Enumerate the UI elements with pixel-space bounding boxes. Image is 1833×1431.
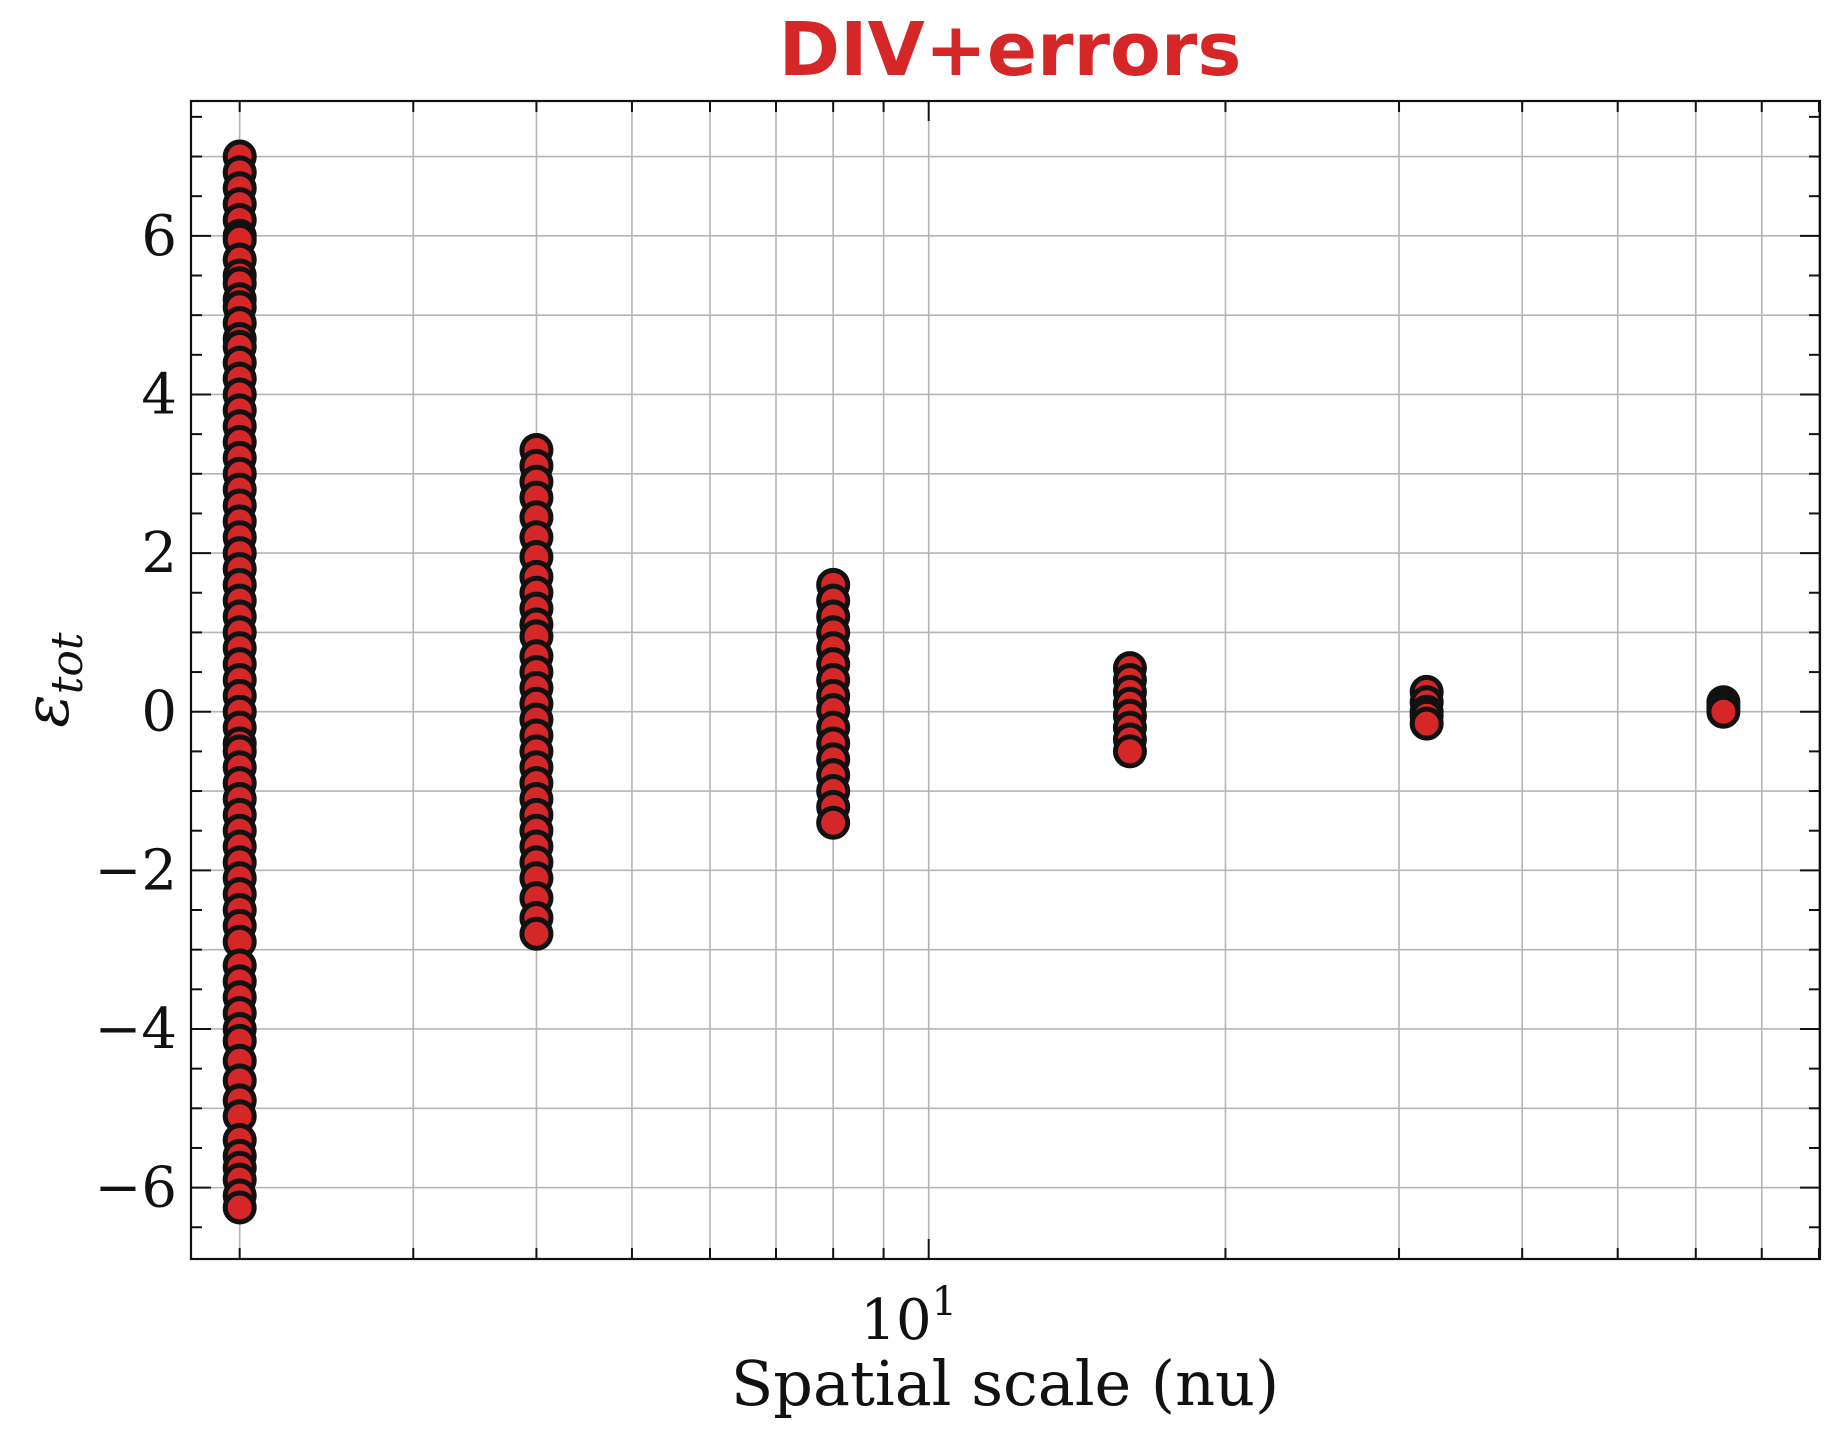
- y-tick-label: −4: [94, 997, 177, 1062]
- y-axis-label: εtot: [10, 632, 93, 727]
- axis-ticks: [191, 101, 1820, 1259]
- scatter-point: [1112, 734, 1147, 769]
- chart-title: DIV+errors: [779, 7, 1242, 93]
- y-tick-label: −2: [94, 838, 177, 903]
- scatter-point: [519, 916, 554, 951]
- x-tick-label-exponent: 1: [932, 1279, 957, 1325]
- y-axis-label-subscript: tot: [42, 632, 93, 694]
- x-tick-label: 101: [860, 1279, 957, 1353]
- scatter-point: [1409, 706, 1444, 741]
- plot-frame: [189, 99, 1822, 1261]
- x-tick-labels: 101: [860, 1279, 957, 1353]
- x-axis-label: Spatial scale (nu): [731, 1347, 1279, 1420]
- y-tick-labels: −6 −4 −2 0 2 4 6: [94, 204, 177, 1221]
- y-tick-label: 6: [141, 204, 177, 269]
- y-tick-label: 4: [141, 362, 177, 427]
- data-points: [222, 139, 1741, 1225]
- y-tick-label: −6: [94, 1156, 177, 1221]
- scatter-point: [222, 1190, 257, 1225]
- grid: [191, 101, 1820, 1259]
- y-tick-label: 2: [141, 521, 177, 586]
- x-tick-label-base: 10: [860, 1288, 931, 1353]
- scatter-point: [1706, 694, 1741, 729]
- scatter-point: [816, 805, 851, 840]
- y-axis-label-base: ε: [10, 694, 83, 727]
- y-tick-label: 0: [141, 680, 177, 745]
